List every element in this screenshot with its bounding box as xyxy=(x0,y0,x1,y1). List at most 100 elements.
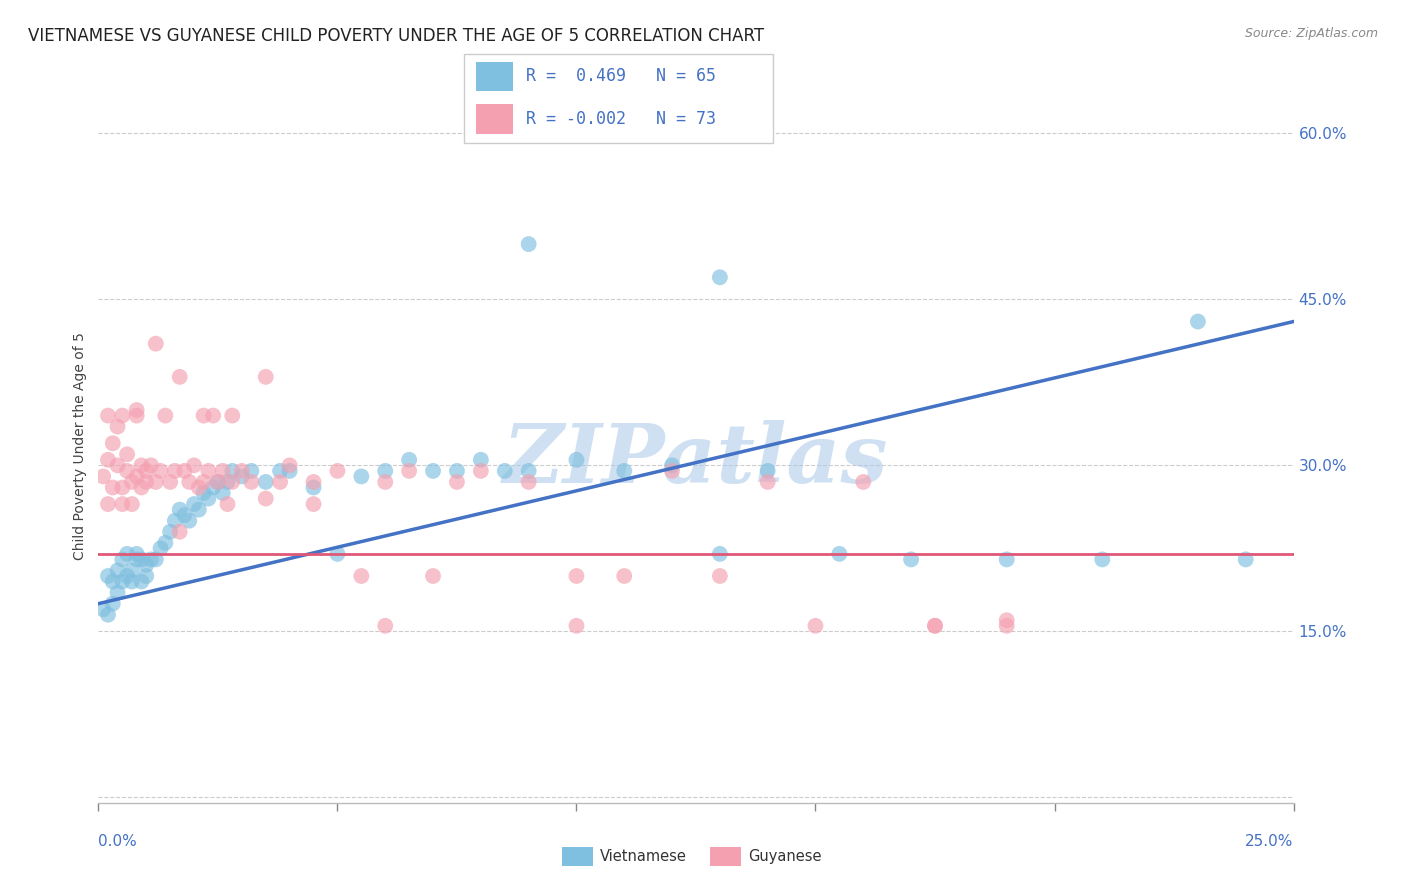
Point xyxy=(97,569,120,583)
Point xyxy=(173,464,195,478)
Point xyxy=(613,569,636,583)
Point xyxy=(111,497,134,511)
Point xyxy=(179,514,201,528)
Point xyxy=(187,481,209,495)
Point xyxy=(302,475,325,489)
Point xyxy=(217,497,239,511)
Point xyxy=(269,475,291,489)
Point xyxy=(187,502,209,516)
Point xyxy=(149,464,172,478)
Point xyxy=(121,564,143,578)
Point xyxy=(446,475,468,489)
Point xyxy=(995,619,1018,633)
Point xyxy=(398,453,420,467)
Point xyxy=(852,475,875,489)
Point xyxy=(155,409,177,423)
Point xyxy=(121,574,143,589)
Point xyxy=(139,458,162,473)
Point xyxy=(1091,552,1114,566)
Point xyxy=(169,369,191,384)
Point xyxy=(202,409,225,423)
Point xyxy=(111,574,134,589)
Text: R = -0.002   N = 73: R = -0.002 N = 73 xyxy=(526,110,716,128)
FancyBboxPatch shape xyxy=(477,104,513,134)
Point xyxy=(107,458,129,473)
Point xyxy=(924,619,946,633)
Point xyxy=(756,475,779,489)
Point xyxy=(565,619,588,633)
Point xyxy=(135,464,157,478)
Point xyxy=(125,403,148,417)
Text: Guyanese: Guyanese xyxy=(748,849,821,863)
Point xyxy=(97,607,120,622)
Point xyxy=(1187,314,1209,328)
Point xyxy=(107,419,129,434)
Point xyxy=(374,619,396,633)
Point xyxy=(422,464,444,478)
Text: ZIPatlas: ZIPatlas xyxy=(503,420,889,500)
Point xyxy=(565,569,588,583)
Point xyxy=(446,464,468,478)
Point xyxy=(149,541,172,556)
Point xyxy=(111,409,134,423)
Point xyxy=(125,552,148,566)
Text: Source: ZipAtlas.com: Source: ZipAtlas.com xyxy=(1244,27,1378,40)
Point xyxy=(804,619,827,633)
Point xyxy=(115,569,138,583)
Point xyxy=(661,464,683,478)
Point xyxy=(470,453,492,467)
Point xyxy=(278,458,301,473)
Point xyxy=(97,497,120,511)
Point xyxy=(159,524,181,539)
Point xyxy=(709,569,731,583)
Point xyxy=(101,574,124,589)
Point xyxy=(240,475,263,489)
Point xyxy=(326,547,349,561)
Point xyxy=(254,491,277,506)
Point xyxy=(97,453,120,467)
Point xyxy=(121,497,143,511)
Point xyxy=(139,552,162,566)
Point xyxy=(995,613,1018,627)
Point xyxy=(217,475,239,489)
Point xyxy=(193,409,215,423)
Point xyxy=(709,547,731,561)
Text: R =  0.469   N = 65: R = 0.469 N = 65 xyxy=(526,67,716,86)
Point xyxy=(517,464,540,478)
Point xyxy=(350,469,373,483)
Point xyxy=(111,552,134,566)
Point xyxy=(254,369,277,384)
Text: 0.0%: 0.0% xyxy=(98,834,138,849)
Point xyxy=(169,524,191,539)
Point xyxy=(183,458,205,473)
Point xyxy=(125,469,148,483)
Point xyxy=(207,475,229,489)
Point xyxy=(135,475,157,489)
Point xyxy=(995,552,1018,566)
Point xyxy=(1234,552,1257,566)
Point xyxy=(470,464,492,478)
Point xyxy=(240,464,263,478)
Point xyxy=(169,502,191,516)
Point xyxy=(565,453,588,467)
Point xyxy=(135,558,157,572)
Point xyxy=(193,475,215,489)
Point xyxy=(101,481,124,495)
Point xyxy=(221,409,243,423)
Point xyxy=(125,409,148,423)
Point xyxy=(131,458,153,473)
Point xyxy=(91,469,114,483)
Point xyxy=(924,619,946,633)
Point xyxy=(302,497,325,511)
Point xyxy=(207,475,229,489)
Point xyxy=(125,547,148,561)
Point xyxy=(101,597,124,611)
Point xyxy=(756,464,779,478)
Point xyxy=(517,237,540,252)
Y-axis label: Child Poverty Under the Age of 5: Child Poverty Under the Age of 5 xyxy=(73,332,87,560)
Point xyxy=(254,475,277,489)
Point xyxy=(326,464,349,478)
Point xyxy=(269,464,291,478)
Point xyxy=(135,569,157,583)
Point xyxy=(221,464,243,478)
